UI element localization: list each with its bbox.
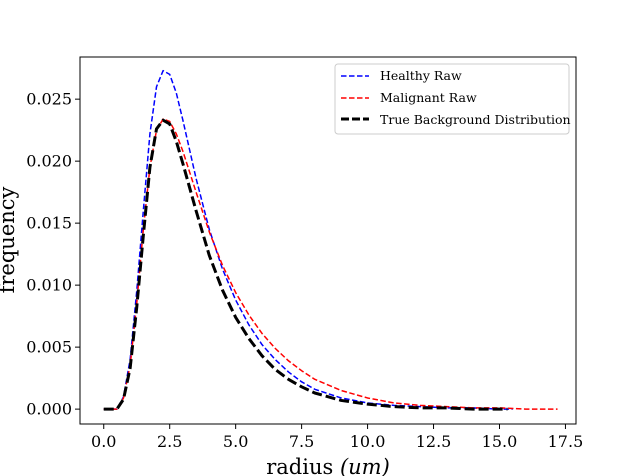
x-tick-label: 17.5 — [548, 432, 584, 451]
plot-frame — [79, 56, 577, 425]
series-line-malignant-raw — [103, 118, 558, 410]
x-tick-label: 7.5 — [289, 432, 314, 451]
y-tick-label: 0.010 — [26, 276, 72, 295]
legend: Healthy Raw Malignant Raw True Backgroun… — [334, 63, 571, 135]
y-tick-label: 0.000 — [26, 400, 72, 419]
legend-box — [334, 63, 570, 135]
legend-label-true-background: True Background Distribution — [380, 112, 571, 127]
y-axis-label: frequency — [0, 186, 19, 293]
x-tick-label: 0.0 — [91, 432, 116, 451]
x-axis-label-main: radius — [266, 455, 340, 476]
x-tick-label: 10.0 — [350, 432, 386, 451]
x-tick-label: 2.5 — [157, 432, 182, 451]
y-tick-label: 0.005 — [26, 338, 72, 357]
y-tick-label: 0.025 — [26, 90, 72, 109]
x-axis-ticks: 0.0 2.5 5.0 7.5 10.0 12.5 15.0 17.5 — [91, 424, 583, 451]
y-tick-label: 0.015 — [26, 214, 72, 233]
y-tick-label: 0.020 — [26, 152, 72, 171]
legend-label-healthy-raw: Healthy Raw — [380, 68, 462, 83]
x-tick-label: 12.5 — [416, 432, 452, 451]
y-axis-ticks: 0.000 0.005 0.010 0.015 0.020 0.025 — [26, 90, 80, 419]
x-axis-label: radius (um) — [266, 455, 390, 476]
x-axis-label-unit: (um) — [340, 455, 390, 476]
legend-label-malignant-raw: Malignant Raw — [380, 90, 477, 105]
x-tick-label: 5.0 — [223, 432, 248, 451]
series-line-true-background-distribution — [103, 118, 508, 411]
x-tick-label: 15.0 — [482, 432, 518, 451]
series-lines — [103, 69, 558, 411]
series-line-healthy-raw — [103, 69, 513, 410]
